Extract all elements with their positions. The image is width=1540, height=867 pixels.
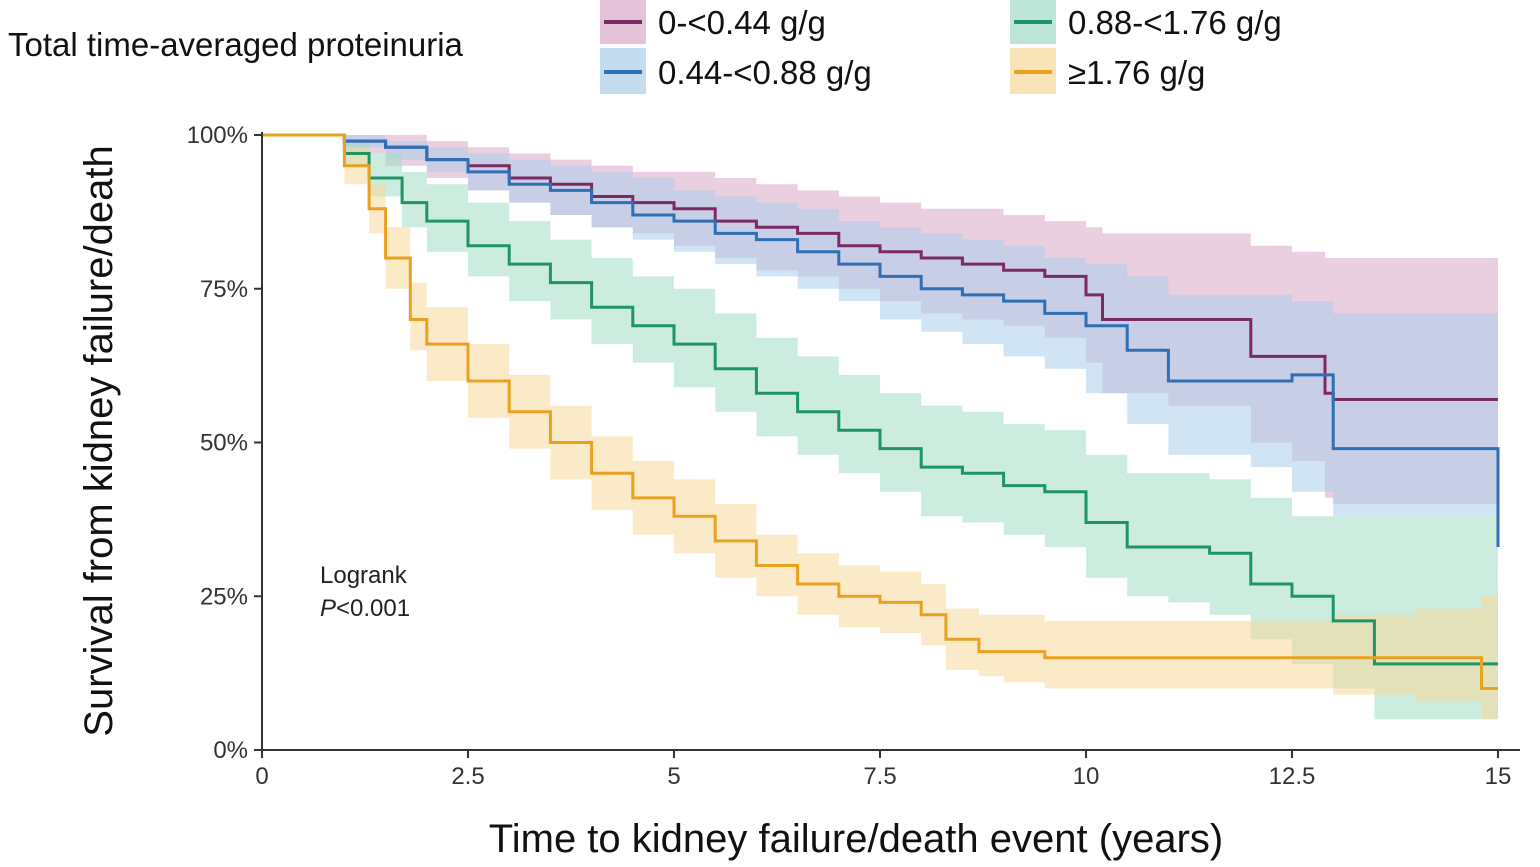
y-axis-title: Survival from kidney failure/death [77, 145, 121, 736]
x-ticks: 0 2.5 5 7.5 10 12.5 15 [255, 750, 1511, 790]
x-tick-label: 0 [255, 763, 268, 790]
p-symbol: P [320, 595, 336, 622]
y-tick-label: 50% [200, 430, 248, 457]
legend: Total time-averaged proteinuria 0-<0.44 … [8, 0, 1282, 94]
y-ticks: 0% 25% 50% 75% 100% [187, 122, 262, 764]
legend-item-ge1-76-g-g: ≥1.76 g/g [1010, 48, 1205, 94]
legend-items: 0-<0.44 g/g 0.44-<0.88 g/g 0.88-<1.76 g/g ≥… [600, 0, 1282, 94]
legend-title: Total time-averaged proteinuria [8, 26, 464, 63]
curve-ge1-76-g-g [262, 133, 1498, 690]
x-tick-label: 10 [1073, 763, 1100, 790]
logrank-p-value: P<0.001 [320, 595, 410, 622]
curve-0-44-lt0-88-g-g [262, 133, 1500, 547]
legend-label: ≥1.76 g/g [1068, 54, 1205, 91]
legend-label: 0.88-<1.76 g/g [1068, 4, 1282, 41]
logrank-label: Logrank [320, 562, 408, 589]
legend-item-0-44-lt0-88-g-g: 0.44-<0.88 g/g [600, 48, 872, 94]
ci-band-0-88-lt1-76-g-g [262, 135, 1498, 720]
legend-label: 0-<0.44 g/g [658, 4, 826, 41]
ci-band-0-44-lt0-88-g-g [262, 135, 1498, 517]
logrank-annotation: Logrank P<0.001 [320, 562, 410, 622]
x-tick-label: 7.5 [863, 763, 896, 790]
survival-curves [262, 133, 1500, 690]
p-value: <0.001 [336, 595, 410, 622]
y-tick-label: 100% [187, 122, 248, 149]
legend-item-0-lt0-44-g-g: 0-<0.44 g/g [600, 0, 826, 44]
x-tick-label: 5 [667, 763, 680, 790]
x-axis-title: Time to kidney failure/death event (year… [489, 817, 1223, 861]
axes: 0% 25% 50% 75% 100% 0 2.5 5 7.5 10 12.5 15 [187, 122, 1520, 790]
y-tick-label: 25% [200, 583, 248, 610]
y-tick-label: 75% [200, 276, 248, 303]
y-tick-label: 0% [213, 737, 248, 764]
legend-label: 0.44-<0.88 g/g [658, 54, 872, 91]
x-tick-label: 15 [1485, 763, 1512, 790]
legend-item-0-88-lt1-76-g-g: 0.88-<1.76 g/g [1010, 0, 1282, 44]
confidence-bands [262, 135, 1498, 720]
curve-0-88-lt1-76-g-g [262, 133, 1498, 666]
x-tick-label: 2.5 [451, 763, 484, 790]
x-tick-label: 12.5 [1269, 763, 1316, 790]
